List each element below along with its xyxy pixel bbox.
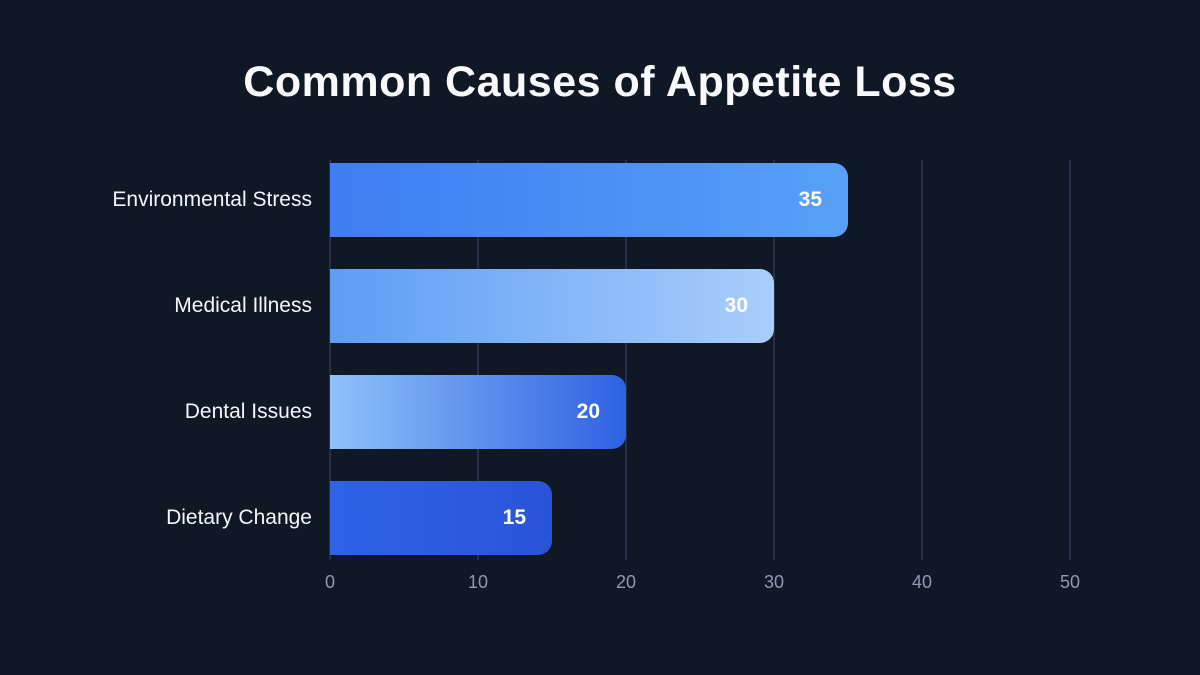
category-label: Medical Illness [174, 294, 312, 317]
gridline [329, 160, 331, 560]
gridline [477, 160, 479, 560]
bar: 15 [330, 481, 552, 555]
x-tick-label: 10 [467, 572, 489, 592]
x-tick-label: 30 [763, 572, 785, 592]
x-tick-label: 0 [324, 572, 335, 592]
gridline [1069, 160, 1071, 560]
x-tick-label: 40 [911, 572, 933, 592]
gridline [773, 160, 775, 560]
bar-value-label: 35 [798, 188, 822, 211]
x-tick-label: 20 [615, 572, 637, 592]
bar-value-label: 30 [724, 294, 748, 317]
bar-value-label: 15 [502, 506, 526, 529]
bar: 35 [330, 163, 848, 237]
category-label: Dietary Change [166, 506, 312, 529]
bar: 30 [330, 269, 774, 343]
bar-value-label: 20 [576, 400, 600, 423]
bar: 20 [330, 375, 626, 449]
plot-area: 35 30 20 15 [329, 160, 1071, 560]
category-label: Environmental Stress [112, 188, 312, 211]
chart-title: Common Causes of Appetite Loss [243, 58, 957, 106]
x-tick-label: 50 [1059, 572, 1081, 592]
gridline [921, 160, 923, 560]
category-label: Dental Issues [184, 400, 312, 423]
gridline [625, 160, 627, 560]
